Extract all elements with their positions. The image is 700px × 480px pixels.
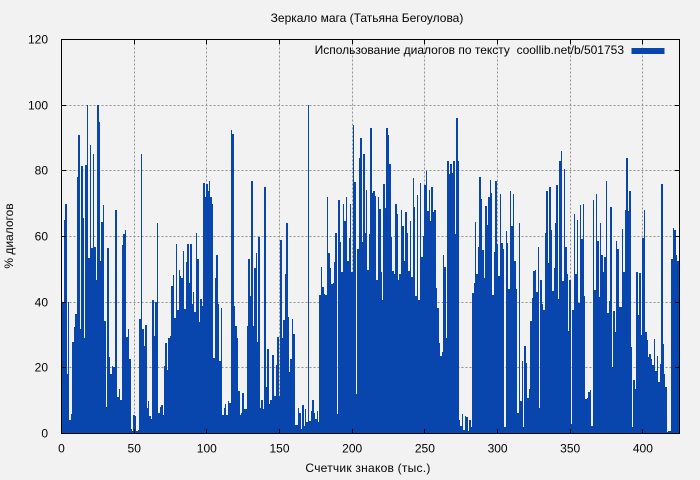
svg-text:0: 0	[41, 427, 48, 441]
svg-text:% диалогов: % диалогов	[2, 203, 16, 268]
svg-text:300: 300	[488, 442, 508, 456]
svg-text:100: 100	[28, 99, 48, 113]
svg-text:Использование диалогов по текс: Использование диалогов по тексту coollib…	[315, 43, 625, 57]
svg-text:200: 200	[342, 442, 362, 456]
svg-text:60: 60	[35, 230, 49, 244]
svg-text:150: 150	[269, 442, 289, 456]
svg-text:40: 40	[35, 296, 49, 310]
svg-text:80: 80	[35, 164, 49, 178]
svg-text:Счетчик знаков (тыс.): Счетчик знаков (тыс.)	[305, 461, 430, 475]
svg-text:0: 0	[58, 442, 65, 456]
svg-text:100: 100	[197, 442, 217, 456]
svg-text:20: 20	[35, 361, 49, 375]
svg-text:Зеркало мага (Татьяна Бегоулов: Зеркало мага (Татьяна Бегоулова)	[271, 11, 464, 25]
svg-text:50: 50	[128, 442, 142, 456]
svg-text:400: 400	[633, 442, 653, 456]
svg-text:350: 350	[560, 442, 580, 456]
svg-text:250: 250	[415, 442, 435, 456]
svg-text:120: 120	[28, 33, 48, 47]
